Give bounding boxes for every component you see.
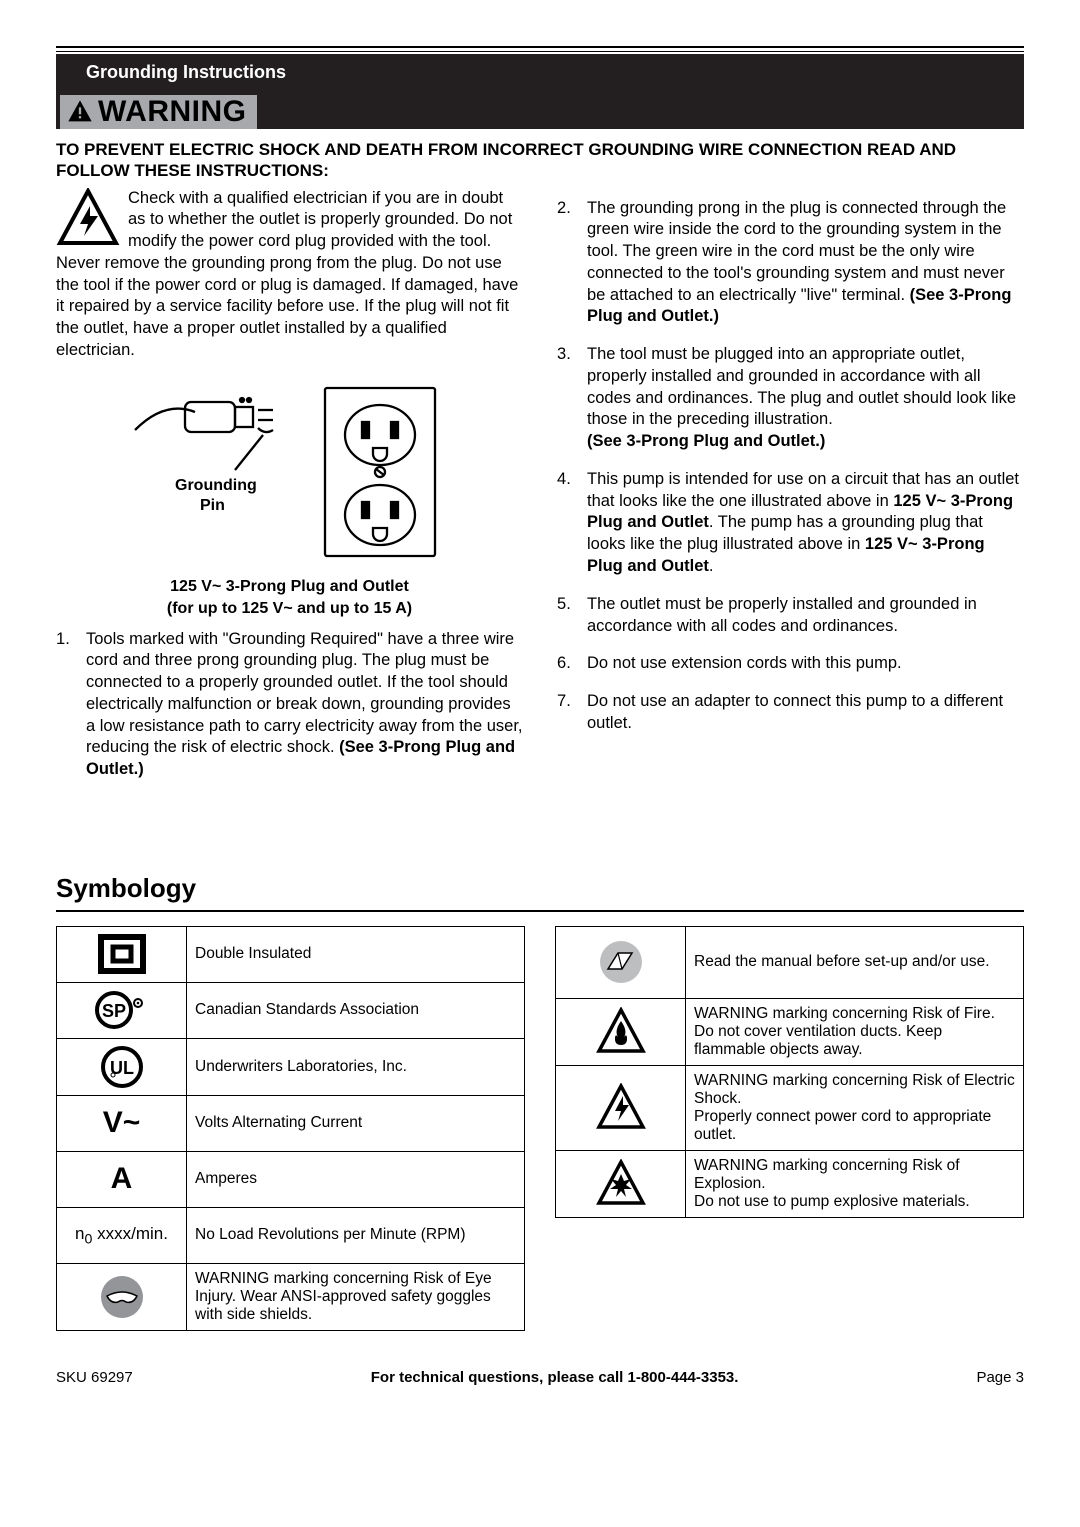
symbol-cell [556,1150,686,1217]
symbol-cell [57,926,187,982]
svg-text:UL: UL [110,1058,134,1078]
instruction-item: Do not use an adapter to connect this pu… [557,691,1024,735]
footer-sku: SKU 69297 [56,1369,133,1386]
symbol-cell: V~ [57,1095,187,1151]
right-column: The grounding prong in the plug is conne… [557,188,1024,797]
instruction-item: Do not use extension cords with this pum… [557,653,1024,675]
instruction-item: The outlet must be properly installed an… [557,594,1024,638]
symbol-desc: WARNING marking concerning Risk of Elect… [686,1065,1024,1150]
plug-figure: Grounding Pin 125 V~ 3 [56,380,523,619]
fire-warning-icon [596,1007,646,1057]
fig-caption-l1: 125 V~ 3-Prong Plug and Outlet [56,576,523,597]
figure-caption: 125 V~ 3-Prong Plug and Outlet (for up t… [56,576,523,618]
section-title: Grounding Instructions [86,62,286,82]
section-header-bar: Grounding Instructions [56,54,1024,91]
symbol-desc: WARNING marking concerning Risk of Fire.… [686,998,1024,1065]
symbol-cell [556,998,686,1065]
symbol-desc: Double Insulated [187,926,525,982]
plug-outlet-diagram: Grounding Pin [125,380,455,560]
table-row: UL Underwriters Laboratories, Inc. [57,1038,525,1095]
pin-label-l2: Pin [200,497,225,514]
symbol-cell [556,1065,686,1150]
symbology-table-right: Read the manual before set-up and/or use… [555,926,1024,1218]
rpm-icon: n0 xxxx/min. [75,1224,168,1243]
table-row: WARNING marking concerning Risk of Fire.… [556,998,1024,1065]
symbology-table-left: Double Insulated SP Canadian Standards A… [56,926,525,1331]
shock-warning-icon [56,188,120,252]
fig-caption-l2: (for up to 125 V~ and up to 15 A) [56,598,523,619]
warning-label: WARNING [98,95,247,129]
footer-phone: For technical questions, please call 1-8… [371,1369,739,1386]
symbol-cell: A [57,1151,187,1207]
table-row: Double Insulated [57,926,525,982]
amperes-icon: A [111,1162,133,1195]
instruction-item: The grounding prong in the plug is conne… [557,198,1024,329]
table-row: WARNING marking concerning Risk of Eye I… [57,1263,525,1330]
instruction-item: This pump is intended for use on a circu… [557,469,1024,578]
warning-headline: TO PREVENT ELECTRIC SHOCK AND DEATH FROM… [56,139,1024,182]
warning-bar: WARNING [56,91,1024,129]
footer-page: Page 3 [976,1369,1024,1386]
table-row: WARNING marking concerning Risk of Explo… [556,1150,1024,1217]
top-rule [56,46,1024,52]
instructions-left: Tools marked with "Grounding Required" h… [56,629,523,781]
symbol-cell: UL [57,1038,187,1095]
left-column: Check with a qualified electrician if yo… [56,188,523,797]
symbol-desc: Volts Alternating Current [187,1095,525,1151]
symbol-cell [556,926,686,998]
vac-icon: V~ [103,1106,141,1139]
double-insulated-icon [98,934,146,974]
symbol-cell [57,1263,187,1330]
symbol-cell: n0 xxxx/min. [57,1207,187,1263]
symbol-desc: WARNING marking concerning Risk of Explo… [686,1150,1024,1217]
shock-warning-icon [596,1083,646,1133]
table-row: Read the manual before set-up and/or use… [556,926,1024,998]
symbol-desc: WARNING marking concerning Risk of Eye I… [187,1263,525,1330]
alert-triangle-icon [66,98,94,126]
symbology-title: Symbology [56,873,1024,904]
warning-pill: WARNING [60,95,257,129]
explosion-warning-icon [596,1159,646,1209]
read-manual-icon [598,939,644,985]
csa-icon: SP [94,990,150,1030]
symbology-rule [56,910,1024,912]
symbol-desc: Amperes [187,1151,525,1207]
page-footer: SKU 69297 For technical questions, pleas… [56,1369,1024,1386]
symbol-desc: Underwriters Laboratories, Inc. [187,1038,525,1095]
table-row: A Amperes [57,1151,525,1207]
instruction-item: Tools marked with "Grounding Required" h… [56,629,523,781]
intro-text: Check with a qualified electrician if yo… [56,189,518,359]
symbology-tables: Double Insulated SP Canadian Standards A… [56,926,1024,1331]
symbol-desc: No Load Revolutions per Minute (RPM) [187,1207,525,1263]
goggles-icon [99,1274,145,1320]
ul-icon: UL [100,1045,144,1089]
instructions-columns: Check with a qualified electrician if yo… [56,188,1024,797]
instructions-right: The grounding prong in the plug is conne… [557,198,1024,735]
table-row: SP Canadian Standards Association [57,982,525,1038]
symbol-desc: Canadian Standards Association [187,982,525,1038]
symbol-cell: SP [57,982,187,1038]
table-row: V~ Volts Alternating Current [57,1095,525,1151]
table-row: n0 xxxx/min. No Load Revolutions per Min… [57,1207,525,1263]
symbol-desc: Read the manual before set-up and/or use… [686,926,1024,998]
instruction-item: The tool must be plugged into an appropr… [557,344,1024,453]
pin-label-l1: Grounding [175,477,257,494]
table-row: WARNING marking concerning Risk of Elect… [556,1065,1024,1150]
intro-paragraph: Check with a qualified electrician if yo… [56,188,523,362]
svg-text:SP: SP [101,1001,125,1021]
